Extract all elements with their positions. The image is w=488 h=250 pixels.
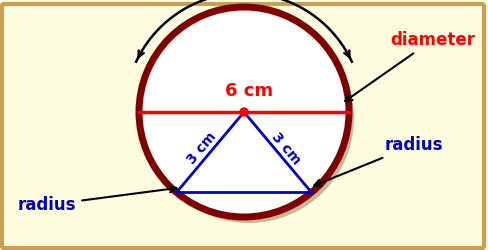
Text: 6 cm: 6 cm: [225, 82, 273, 100]
FancyBboxPatch shape: [2, 4, 484, 248]
Circle shape: [240, 108, 248, 116]
Text: 3 cm: 3 cm: [268, 130, 303, 167]
Text: 3 cm: 3 cm: [185, 130, 220, 167]
Text: radius: radius: [18, 186, 177, 214]
Circle shape: [139, 7, 349, 217]
Circle shape: [144, 13, 354, 223]
Text: diameter: diameter: [345, 31, 475, 101]
Text: radius: radius: [314, 136, 444, 186]
